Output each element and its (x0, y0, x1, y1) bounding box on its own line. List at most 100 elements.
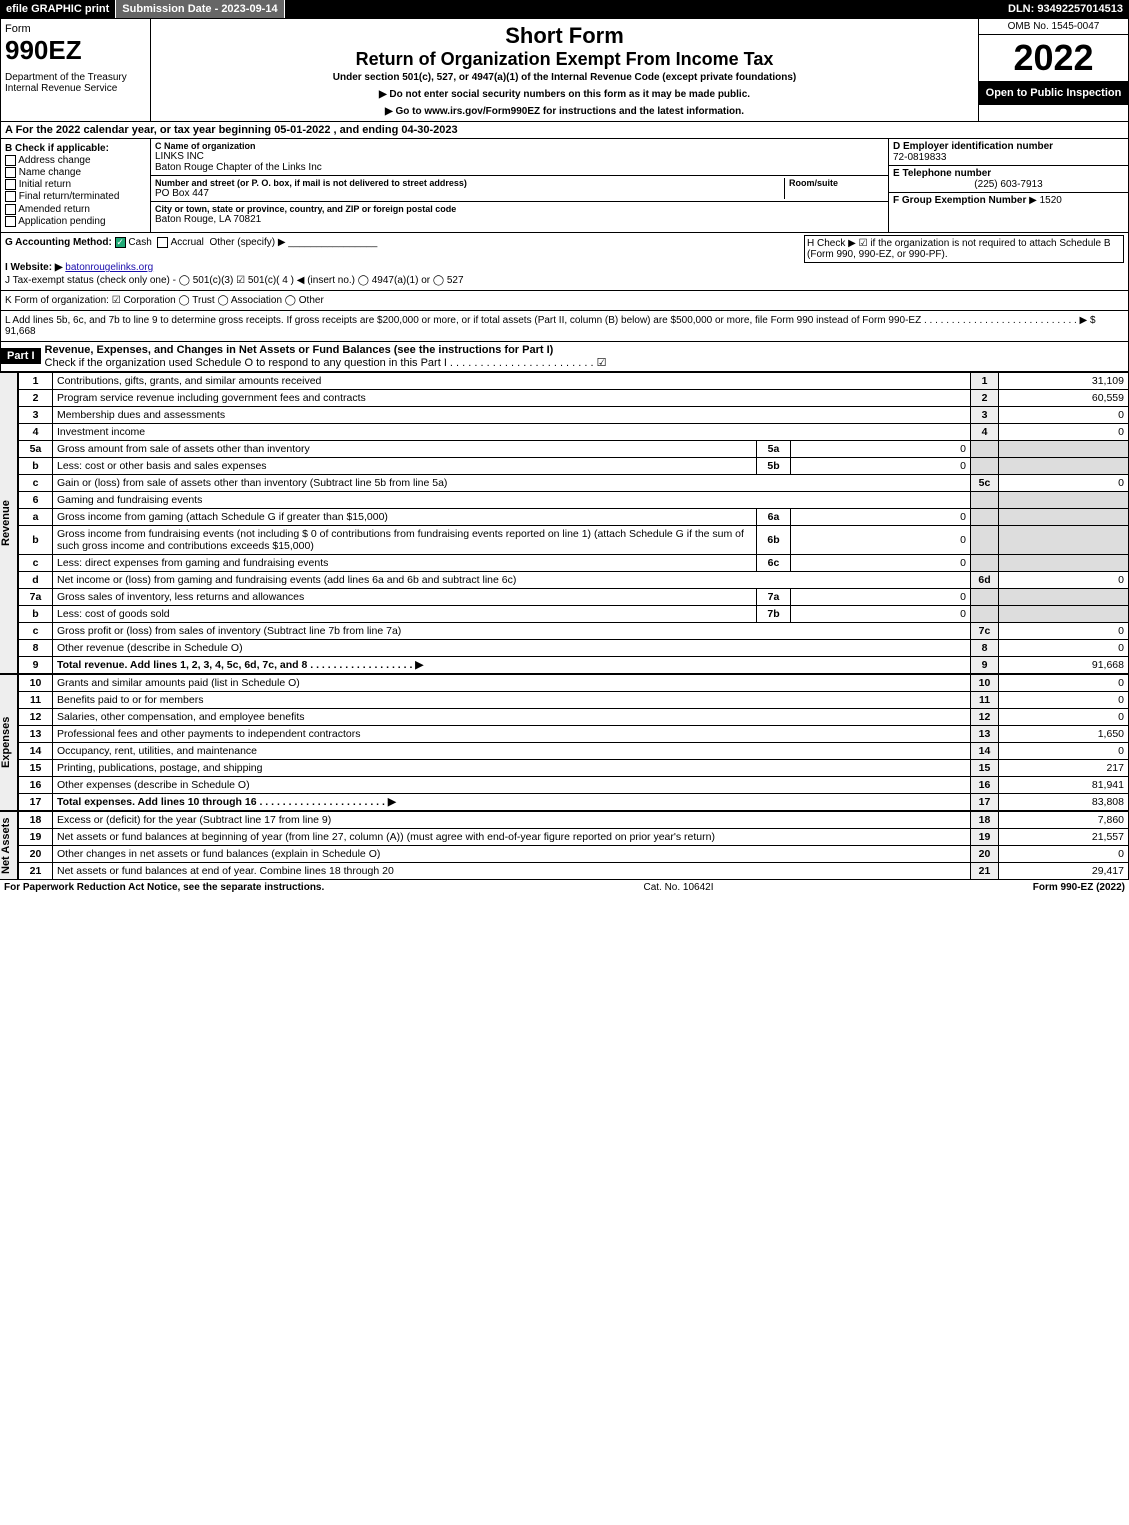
line-3-amt: 0 (999, 406, 1129, 423)
org-name-2: Baton Rouge Chapter of the Links Inc (155, 162, 884, 173)
line-6b-desc: Gross income from fundraising events (no… (53, 525, 757, 554)
revenue-section: Revenue 1Contributions, gifts, grants, a… (0, 372, 1129, 674)
line-13-amt: 1,650 (999, 725, 1129, 742)
line-16-desc: Other expenses (describe in Schedule O) (53, 776, 971, 793)
block-gh: H Check ▶ ☑ if the organization is not r… (0, 233, 1129, 291)
section-bcd: B Check if applicable: Address change Na… (0, 139, 1129, 233)
line-16-amt: 81,941 (999, 776, 1129, 793)
line-1-desc: Contributions, gifts, grants, and simila… (53, 372, 971, 389)
line-6a-desc: Gross income from gaming (attach Schedul… (53, 508, 757, 525)
line-7c-desc: Gross profit or (loss) from sales of inv… (53, 622, 971, 639)
header-right: OMB No. 1545-0047 2022 Open to Public In… (978, 19, 1128, 121)
line-5a-desc: Gross amount from sale of assets other t… (53, 440, 757, 457)
line-k: K Form of organization: ☑ Corporation ◯ … (0, 291, 1129, 311)
org-name-1: LINKS INC (155, 151, 884, 162)
department: Department of the Treasury Internal Reve… (5, 72, 146, 94)
line-17-amt: 83,808 (999, 793, 1129, 810)
line-i: I Website: ▶ batonrougelinks.org (5, 262, 1124, 273)
line-15-amt: 217 (999, 759, 1129, 776)
line-7a-amt: 0 (791, 588, 971, 605)
line-14-desc: Occupancy, rent, utilities, and maintena… (53, 742, 971, 759)
line-h: H Check ▶ ☑ if the organization is not r… (804, 235, 1124, 263)
header-left: Form 990EZ Department of the Treasury In… (1, 19, 151, 121)
title-return: Return of Organization Exempt From Incom… (155, 49, 974, 70)
g-label: G Accounting Method: (5, 237, 112, 248)
form-header: Form 990EZ Department of the Treasury In… (0, 18, 1129, 122)
line-7b-desc: Less: cost of goods sold (53, 605, 757, 622)
line-19-desc: Net assets or fund balances at beginning… (53, 828, 971, 845)
line-2-amt: 60,559 (999, 389, 1129, 406)
line-12-desc: Salaries, other compensation, and employ… (53, 708, 971, 725)
chk-name[interactable]: Name change (5, 167, 146, 178)
c-name-label: C Name of organization (155, 141, 884, 151)
line-j: J Tax-exempt status (check only one) - ◯… (5, 275, 1124, 286)
form-number: 990EZ (5, 35, 146, 66)
line-1-amt: 31,109 (999, 372, 1129, 389)
line-15-desc: Printing, publications, postage, and shi… (53, 759, 971, 776)
netassets-section: Net Assets 18Excess or (deficit) for the… (0, 811, 1129, 880)
line-12-amt: 0 (999, 708, 1129, 725)
line-18-amt: 7,860 (999, 811, 1129, 828)
expenses-sidebar: Expenses (0, 674, 18, 811)
line-6c-amt: 0 (791, 554, 971, 571)
footer-left: For Paperwork Reduction Act Notice, see … (4, 882, 324, 893)
line-6d-desc: Net income or (loss) from gaming and fun… (53, 571, 971, 588)
line-6d-amt: 0 (999, 571, 1129, 588)
line-5a-amt: 0 (791, 440, 971, 457)
top-bar: efile GRAPHIC print Submission Date - 20… (0, 0, 1129, 18)
line-5b-desc: Less: cost or other basis and sales expe… (53, 457, 757, 474)
expenses-table: 10Grants and similar amounts paid (list … (18, 674, 1129, 811)
line-8-desc: Other revenue (describe in Schedule O) (53, 639, 971, 656)
header-center: Short Form Return of Organization Exempt… (151, 19, 978, 121)
title-short-form: Short Form (155, 23, 974, 49)
dln: DLN: 93492257014513 (1002, 0, 1129, 18)
chk-cash[interactable]: ✓ (115, 237, 126, 248)
line-14-amt: 0 (999, 742, 1129, 759)
line-10-desc: Grants and similar amounts paid (list in… (53, 674, 971, 691)
netassets-sidebar: Net Assets (0, 811, 18, 880)
line-11-desc: Benefits paid to or for members (53, 691, 971, 708)
line-6b-amt: 0 (791, 525, 971, 554)
line-4-desc: Investment income (53, 423, 971, 440)
form-word: Form (5, 23, 146, 35)
line-20-desc: Other changes in net assets or fund bala… (53, 845, 971, 862)
line-4-amt: 0 (999, 423, 1129, 440)
revenue-sidebar: Revenue (0, 372, 18, 674)
part1-check: Check if the organization used Schedule … (45, 357, 607, 369)
line-2-desc: Program service revenue including govern… (53, 389, 971, 406)
line-l: L Add lines 5b, 6c, and 7b to line 9 to … (0, 311, 1129, 342)
b-header: B Check if applicable: (5, 143, 146, 154)
line-7c-amt: 0 (999, 622, 1129, 639)
footer-center: Cat. No. 10642I (324, 882, 1032, 893)
omb-number: OMB No. 1545-0047 (979, 19, 1128, 35)
chk-address[interactable]: Address change (5, 155, 146, 166)
chk-pending[interactable]: Application pending (5, 216, 146, 227)
open-inspection: Open to Public Inspection (979, 81, 1128, 105)
line-6c-desc: Less: direct expenses from gaming and fu… (53, 554, 757, 571)
expenses-section: Expenses 10Grants and similar amounts pa… (0, 674, 1129, 811)
group-label: F Group Exemption Number (893, 195, 1026, 206)
col-b: B Check if applicable: Address change Na… (1, 139, 151, 232)
line-18-desc: Excess or (deficit) for the year (Subtra… (53, 811, 971, 828)
footer: For Paperwork Reduction Act Notice, see … (0, 880, 1129, 895)
chk-final[interactable]: Final return/terminated (5, 191, 146, 202)
line-8-amt: 0 (999, 639, 1129, 656)
line-5c-desc: Gain or (loss) from sale of assets other… (53, 474, 971, 491)
city-label: City or town, state or province, country… (155, 204, 884, 214)
chk-amended[interactable]: Amended return (5, 204, 146, 215)
website-link[interactable]: batonrougelinks.org (65, 262, 153, 273)
tax-year: 2022 (979, 35, 1128, 81)
line-5c-amt: 0 (999, 474, 1129, 491)
part1-title: Revenue, Expenses, and Changes in Net As… (45, 344, 554, 356)
line-9-amt: 91,668 (999, 656, 1129, 673)
street: PO Box 447 (155, 188, 784, 199)
line-19-amt: 21,557 (999, 828, 1129, 845)
footer-right: Form 990-EZ (2022) (1033, 882, 1125, 893)
line-11-amt: 0 (999, 691, 1129, 708)
group-number: ▶ 1520 (1029, 195, 1062, 206)
city: Baton Rouge, LA 70821 (155, 214, 884, 225)
netassets-table: 18Excess or (deficit) for the year (Subt… (18, 811, 1129, 880)
line-7a-desc: Gross sales of inventory, less returns a… (53, 588, 757, 605)
chk-accrual[interactable] (157, 237, 168, 248)
chk-initial[interactable]: Initial return (5, 179, 146, 190)
